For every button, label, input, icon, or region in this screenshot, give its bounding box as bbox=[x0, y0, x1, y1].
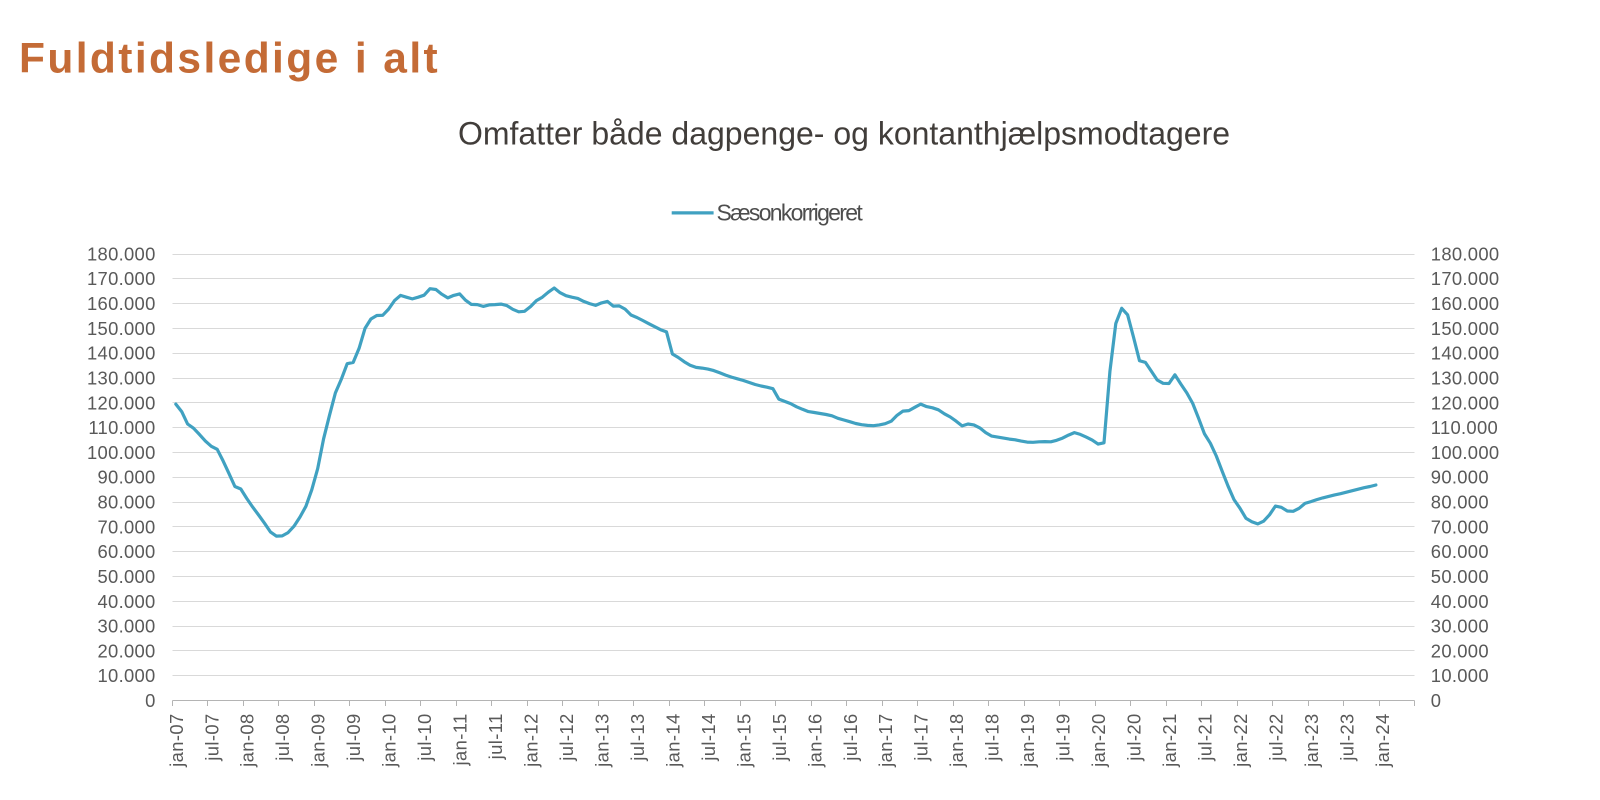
svg-text:jan-09: jan-09 bbox=[308, 713, 329, 768]
svg-text:jan-17: jan-17 bbox=[875, 713, 896, 768]
svg-text:160.000: 160.000 bbox=[1431, 293, 1500, 314]
svg-text:50.000: 50.000 bbox=[1431, 566, 1489, 587]
svg-text:jul-12: jul-12 bbox=[556, 713, 577, 761]
svg-text:jan-13: jan-13 bbox=[592, 713, 613, 768]
svg-text:jan-22: jan-22 bbox=[1230, 713, 1251, 768]
svg-text:jan-10: jan-10 bbox=[379, 713, 400, 768]
svg-text:80.000: 80.000 bbox=[1431, 492, 1489, 513]
svg-text:jan-16: jan-16 bbox=[804, 713, 825, 768]
svg-text:0: 0 bbox=[1431, 690, 1442, 711]
svg-text:110.000: 110.000 bbox=[1431, 417, 1498, 438]
svg-text:30.000: 30.000 bbox=[98, 616, 156, 637]
svg-text:130.000: 130.000 bbox=[1431, 368, 1500, 389]
svg-text:jul-14: jul-14 bbox=[698, 713, 719, 761]
svg-text:100.000: 100.000 bbox=[1431, 442, 1500, 463]
svg-text:jul-13: jul-13 bbox=[627, 713, 648, 761]
svg-text:180.000: 180.000 bbox=[1431, 243, 1500, 264]
svg-text:jan-18: jan-18 bbox=[946, 713, 967, 768]
svg-text:100.000: 100.000 bbox=[87, 442, 156, 463]
svg-text:170.000: 170.000 bbox=[1431, 268, 1500, 289]
svg-text:jan-23: jan-23 bbox=[1301, 713, 1322, 768]
svg-text:jul-09: jul-09 bbox=[343, 713, 364, 761]
svg-text:140.000: 140.000 bbox=[87, 343, 156, 364]
svg-text:jan-11: jan-11 bbox=[450, 713, 471, 766]
svg-text:jul-16: jul-16 bbox=[840, 713, 861, 761]
svg-text:140.000: 140.000 bbox=[1431, 343, 1500, 364]
svg-text:jan-12: jan-12 bbox=[521, 713, 542, 768]
svg-text:jan-24: jan-24 bbox=[1372, 713, 1393, 768]
svg-text:50.000: 50.000 bbox=[98, 566, 156, 587]
svg-text:110.000: 110.000 bbox=[88, 417, 155, 438]
svg-text:jan-20: jan-20 bbox=[1088, 713, 1109, 768]
svg-text:170.000: 170.000 bbox=[87, 268, 156, 289]
svg-text:60.000: 60.000 bbox=[1431, 541, 1489, 562]
svg-text:jan-07: jan-07 bbox=[166, 713, 187, 768]
svg-text:jul-23: jul-23 bbox=[1336, 713, 1357, 761]
svg-text:jan-21: jan-21 bbox=[1159, 713, 1180, 768]
svg-text:Sæsonkorrigeret: Sæsonkorrigeret bbox=[717, 199, 864, 225]
svg-text:160.000: 160.000 bbox=[87, 293, 156, 314]
svg-text:jan-15: jan-15 bbox=[733, 713, 754, 768]
svg-text:40.000: 40.000 bbox=[98, 591, 156, 612]
svg-text:130.000: 130.000 bbox=[87, 368, 156, 389]
svg-text:0: 0 bbox=[145, 690, 156, 711]
svg-text:20.000: 20.000 bbox=[1431, 640, 1489, 661]
svg-text:jul-18: jul-18 bbox=[982, 713, 1003, 761]
svg-text:150.000: 150.000 bbox=[1431, 318, 1500, 339]
svg-text:jul-08: jul-08 bbox=[272, 713, 293, 761]
svg-text:40.000: 40.000 bbox=[1431, 591, 1489, 612]
svg-text:90.000: 90.000 bbox=[98, 467, 156, 488]
svg-text:30.000: 30.000 bbox=[1431, 616, 1489, 637]
svg-text:jan-08: jan-08 bbox=[237, 713, 258, 768]
svg-text:jul-20: jul-20 bbox=[1124, 713, 1145, 761]
svg-text:120.000: 120.000 bbox=[1431, 392, 1500, 413]
svg-text:80.000: 80.000 bbox=[98, 492, 156, 513]
svg-text:20.000: 20.000 bbox=[98, 640, 156, 661]
svg-text:jul-21: jul-21 bbox=[1195, 713, 1216, 761]
svg-text:150.000: 150.000 bbox=[87, 318, 156, 339]
svg-text:90.000: 90.000 bbox=[1431, 467, 1489, 488]
svg-text:jul-15: jul-15 bbox=[769, 713, 790, 761]
svg-text:jul-10: jul-10 bbox=[414, 713, 435, 761]
svg-text:60.000: 60.000 bbox=[98, 541, 156, 562]
svg-text:180.000: 180.000 bbox=[87, 243, 156, 264]
svg-text:jul-22: jul-22 bbox=[1265, 713, 1286, 761]
svg-text:120.000: 120.000 bbox=[87, 392, 156, 413]
svg-text:jul-07: jul-07 bbox=[201, 713, 222, 761]
svg-text:jan-14: jan-14 bbox=[662, 713, 683, 768]
svg-text:70.000: 70.000 bbox=[1431, 516, 1489, 537]
svg-text:jan-19: jan-19 bbox=[1017, 713, 1038, 768]
svg-text:Fuldtidsledige i alt: Fuldtidsledige i alt bbox=[19, 36, 440, 83]
svg-text:Omfatter både dagpenge- og kon: Omfatter både dagpenge- og kontanthjælps… bbox=[458, 116, 1230, 152]
svg-text:10.000: 10.000 bbox=[1431, 665, 1489, 686]
svg-text:70.000: 70.000 bbox=[98, 516, 156, 537]
svg-text:10.000: 10.000 bbox=[98, 665, 156, 686]
svg-text:jul-11: jul-11 bbox=[485, 713, 506, 760]
svg-text:jul-19: jul-19 bbox=[1053, 713, 1074, 761]
svg-text:jul-17: jul-17 bbox=[911, 713, 932, 761]
